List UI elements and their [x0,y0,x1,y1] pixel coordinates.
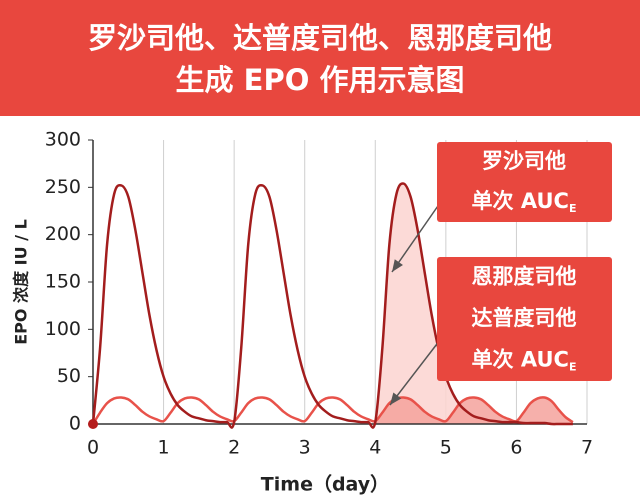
x-tick-label: 3 [299,437,311,459]
y-tick-label: 300 [45,129,81,151]
y-axis-label: EPO 浓度 IU / L [12,219,31,345]
annotation-text: 达普度司他 [472,306,577,330]
series-line [91,182,573,429]
annotation-auc: 单次 AUC [472,189,569,213]
x-tick-label: 5 [440,437,452,459]
annotation-text: 恩那度司他 [472,265,577,289]
annotation-subscript: E [569,360,577,373]
annotation-arrow [389,339,441,406]
annotation-text: 单次 AUCE [472,347,577,373]
annotation-box [437,257,612,381]
y-tick-label: 0 [69,413,81,435]
x-tick-label: 0 [87,437,99,459]
annotation-auc: 单次 AUC [472,347,569,371]
title-banner [0,0,640,116]
origin-dot [88,419,98,429]
highlight-area [375,183,573,425]
y-tick-label: 200 [45,223,81,245]
chart-title: 罗沙司他、达普度司他、恩那度司他 [88,21,552,55]
y-tick-label: 150 [45,271,81,293]
y-tick-label: 50 [57,365,81,387]
annotation-arrow [391,202,441,273]
chart-title: 生成 EPO 作用示意图 [176,63,465,97]
x-tick-label: 4 [369,437,381,459]
x-tick-label: 2 [228,437,240,459]
annotation-text: 单次 AUCE [472,189,577,215]
annotation-arrowhead [392,259,403,272]
series-line [91,396,574,425]
y-tick-label: 100 [45,318,81,340]
y-tick-label: 250 [45,176,81,198]
x-tick-label: 1 [158,437,170,459]
x-axis-label: Time（day） [261,473,389,496]
x-tick-label: 6 [510,437,522,459]
annotation-box [437,142,612,222]
x-tick-label: 7 [581,437,593,459]
highlight-area [375,397,573,424]
annotation-arrowhead [390,392,402,405]
annotation-text: 罗沙司他 [482,149,566,173]
annotation-subscript: E [569,202,577,215]
